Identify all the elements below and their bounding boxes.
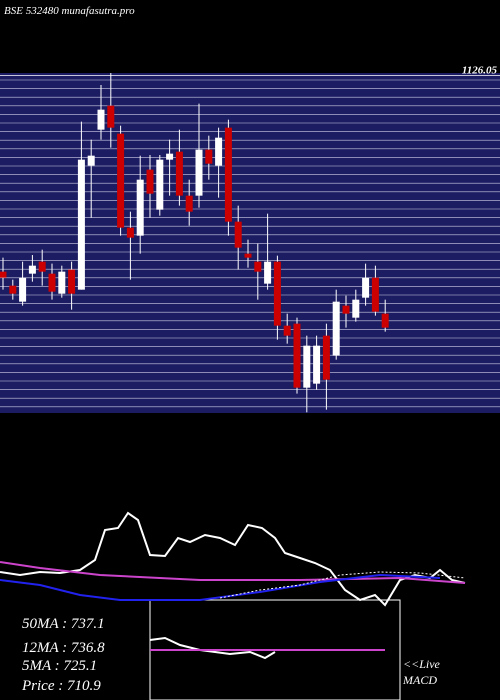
indicator-line xyxy=(149,636,276,660)
candle-body xyxy=(332,301,340,356)
candle-body xyxy=(38,261,46,272)
candle-body xyxy=(185,195,193,212)
candle-body xyxy=(283,325,291,336)
candle-body xyxy=(136,179,144,236)
indicator-line xyxy=(0,561,466,584)
annotation: 12MA : 736.8 xyxy=(22,640,105,656)
candle-body xyxy=(166,153,174,160)
candle-body xyxy=(224,127,232,222)
candle-body xyxy=(58,271,66,294)
candle-body xyxy=(9,285,17,294)
candle-body xyxy=(322,335,330,380)
candle-body xyxy=(293,323,301,388)
indicator-line xyxy=(0,573,441,601)
price-panel xyxy=(0,73,500,413)
annotation: 50MA : 737.1 xyxy=(22,616,105,632)
y-tick-label: 1126.05 xyxy=(462,65,498,77)
candle-body xyxy=(215,137,223,166)
indicator-line xyxy=(0,511,466,607)
candle-body xyxy=(146,169,154,194)
candle-body xyxy=(313,345,321,384)
candle-body xyxy=(342,305,350,314)
candle-body xyxy=(362,277,370,298)
chart-title: BSE 532480 munafasutra.pro xyxy=(4,5,135,17)
candle-body xyxy=(126,227,134,238)
candle-body xyxy=(195,149,203,196)
candle-body xyxy=(371,277,379,312)
candle-body xyxy=(244,253,252,258)
indicator-line xyxy=(219,571,466,599)
candle-body xyxy=(77,159,85,290)
candle-body xyxy=(254,261,262,272)
candle-body xyxy=(175,151,183,196)
candle-body xyxy=(205,149,213,164)
candle-body xyxy=(352,299,360,318)
candle-body xyxy=(381,313,389,328)
candle-body xyxy=(264,261,272,284)
candle-body xyxy=(48,273,56,292)
candle-body xyxy=(28,265,36,274)
candle-body xyxy=(156,159,164,210)
candle-body xyxy=(273,261,281,326)
annotation: MACD xyxy=(402,673,437,687)
candle-body xyxy=(107,105,115,128)
annotation: 5MA : 725.1 xyxy=(22,658,97,674)
candle-body xyxy=(87,155,95,166)
candle-body xyxy=(117,133,125,228)
candle-body xyxy=(97,109,105,130)
candle-body xyxy=(303,345,311,388)
candle-body xyxy=(234,221,242,248)
candle-body xyxy=(19,277,27,302)
annotation: <<Live xyxy=(403,657,441,671)
candle-body xyxy=(68,269,76,294)
annotation: Price : 710.9 xyxy=(21,678,101,694)
panel-stripes xyxy=(0,79,500,408)
candle-body xyxy=(0,271,7,278)
